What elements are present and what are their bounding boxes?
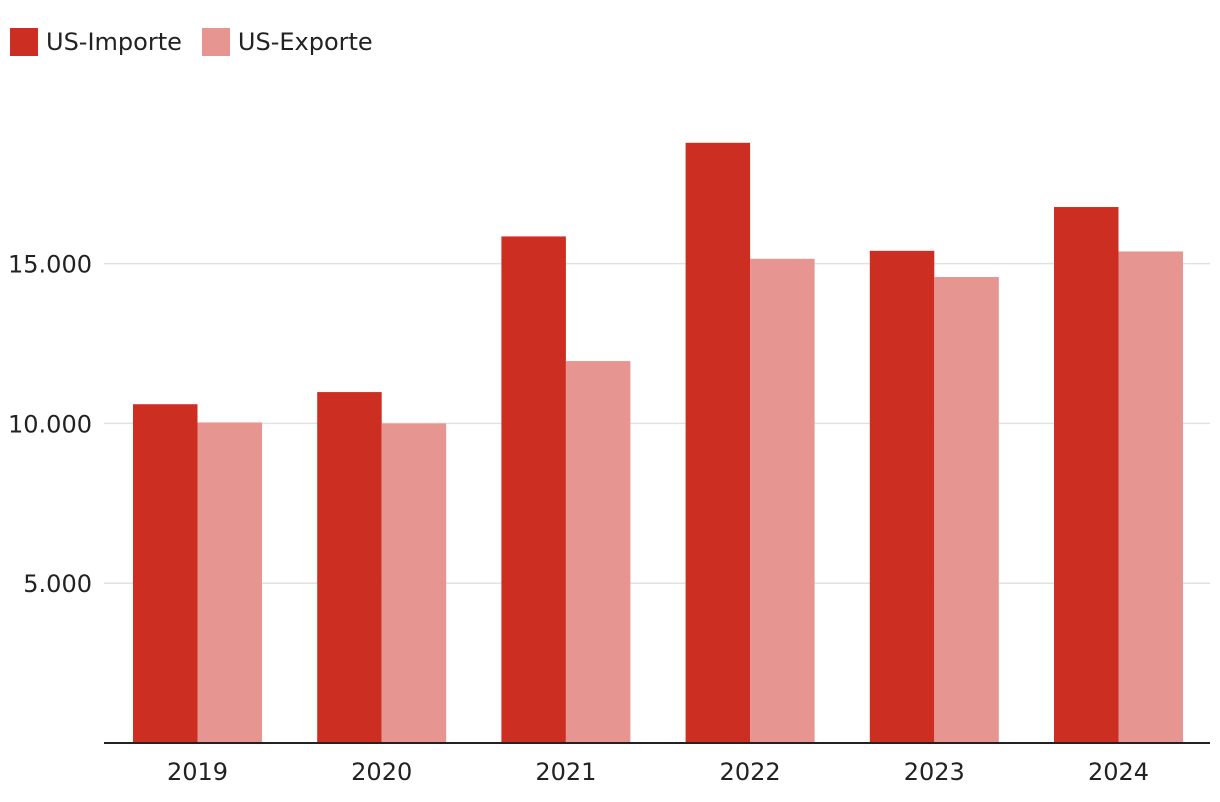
x-tick-label-2022: 2022 (720, 758, 781, 786)
y-tick-label: 15.000 (8, 251, 92, 279)
legend-item-imports: US-Importe (10, 28, 182, 56)
x-tick-label-2021: 2021 (535, 758, 596, 786)
bar-imports-2023 (869, 250, 935, 744)
bar-imports-2021 (501, 236, 566, 743)
x-axis-labels: 2019 2020 2021 2022 2023 2024 (167, 758, 1149, 786)
legend-item-exports: US-Exporte (201, 28, 373, 56)
x-tick-label-2019: 2019 (167, 758, 228, 786)
legend-swatch-exports (201, 28, 230, 56)
y-tick-label: 5.000 (23, 570, 92, 598)
x-tick-label-2020: 2020 (351, 758, 412, 786)
gridlines (104, 262, 1210, 584)
bar-exports-2021 (565, 361, 631, 743)
legend-label-imports: US-Importe (46, 28, 182, 56)
bar-imports-2022 (685, 142, 751, 743)
bar-exports-2024 (1118, 251, 1183, 743)
y-axis-labels: 5.000 10.000 15.000 (8, 251, 92, 599)
legend: US-Importe US-Exporte (10, 27, 393, 57)
x-tick-label-2023: 2023 (904, 758, 965, 786)
bar-exports-2023 (934, 277, 999, 743)
legend-swatch-imports (10, 28, 38, 56)
bar-exports-2022 (750, 258, 815, 743)
bar-imports-2024 (1054, 207, 1119, 743)
bars (133, 142, 1183, 744)
bar-exports-2019 (197, 422, 262, 743)
bar-exports-2020 (381, 423, 447, 743)
x-tick-label-2024: 2024 (1088, 758, 1149, 786)
legend-label-exports: US-Exporte (237, 28, 373, 56)
bar-imports-2019 (133, 404, 198, 743)
bar-imports-2020 (317, 392, 382, 743)
y-tick-label: 10.000 (8, 410, 92, 438)
